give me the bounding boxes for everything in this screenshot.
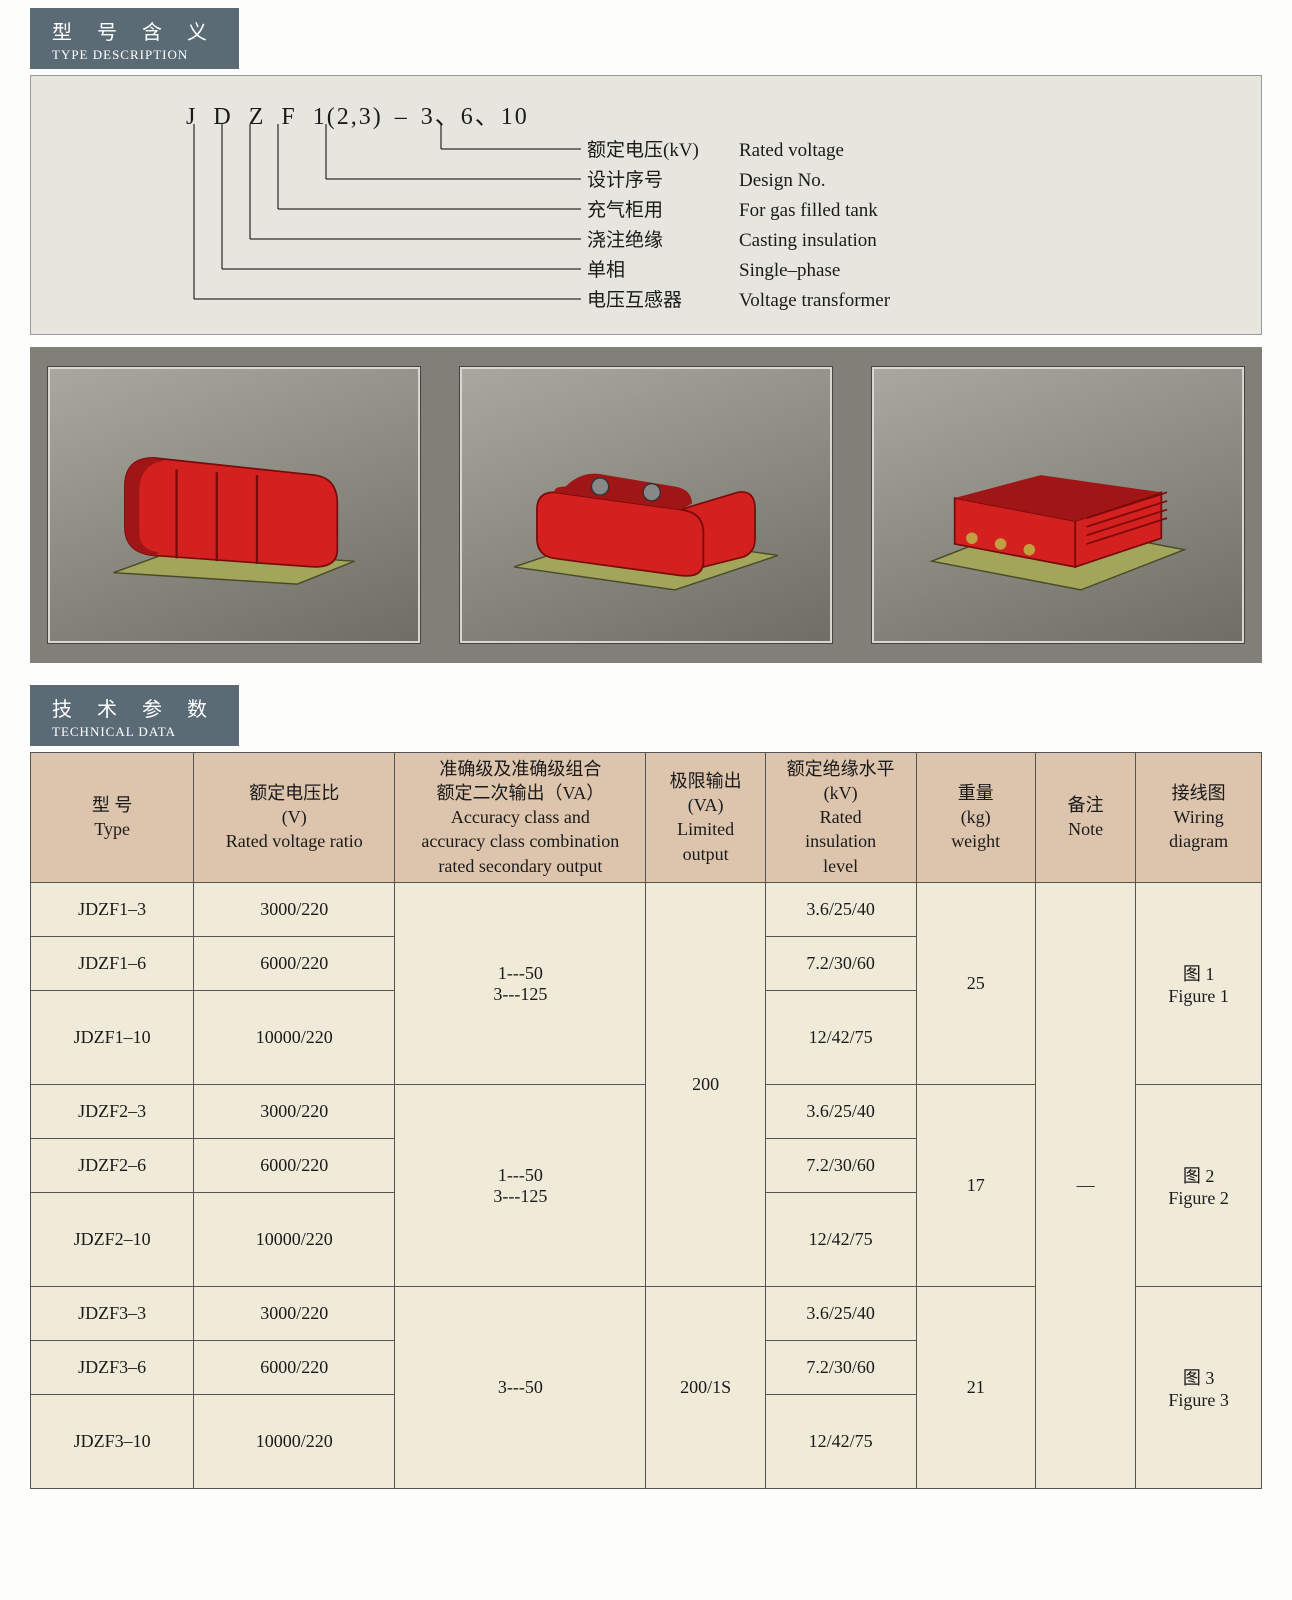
tech-header-en: TECHNICAL DATA [52, 724, 217, 740]
type-desc-header-en: TYPE DESCRIPTION [52, 47, 217, 63]
legend-row: 额定电压(kV)Rated voltage [587, 136, 890, 166]
limited-cell: 200 [646, 883, 765, 1287]
weight-cell: 17 [916, 1085, 1035, 1287]
th-limited: 极限输出 (VA) Limited output [646, 752, 765, 882]
product-photo-3 [872, 367, 1244, 643]
legend-row: 浇注绝缘Casting insulation [587, 226, 890, 256]
wiring-cell: 图 1 Figure 1 [1136, 883, 1262, 1085]
table-body: JDZF1–3 3000/220 1---50 3---125 200 3.6/… [31, 883, 1262, 1489]
limited-cell: 200/1S [646, 1287, 765, 1489]
tech-header-cn: 技 术 参 数 [52, 693, 217, 722]
table-row: JDZF1–3 3000/220 1---50 3---125 200 3.6/… [31, 883, 1262, 937]
weight-cell: 21 [916, 1287, 1035, 1489]
note-cell: — [1035, 883, 1135, 1489]
type-description-box: J D Z F 1(2,3) – 3、6、10 额定电压(kV)Rated vo… [30, 75, 1262, 335]
table-header-row: 型 号 Type 额定电压比 (V) Rated voltage ratio 准… [31, 752, 1262, 882]
accuracy-cell: 1---50 3---125 [395, 883, 646, 1085]
th-ratio: 额定电压比 (V) Rated voltage ratio [194, 752, 395, 882]
legend-row: 单相Single–phase [587, 256, 890, 286]
product-photo-strip [30, 347, 1262, 663]
wiring-cell: 图 2 Figure 2 [1136, 1085, 1262, 1287]
type-legend: 额定电压(kV)Rated voltage 设计序号Design No. 充气柜… [587, 136, 890, 316]
product-photo-1 [48, 367, 420, 643]
product-render-1 [90, 435, 377, 607]
th-weight: 重量 (kg) weight [916, 752, 1035, 882]
product-render-2 [502, 435, 789, 607]
product-render-3 [914, 435, 1201, 607]
th-note: 备注 Note [1035, 752, 1135, 882]
th-accuracy: 准确级及准确级组合 额定二次输出（VA） Accuracy class and … [395, 752, 646, 882]
type-desc-header-cn: 型 号 含 义 [52, 16, 217, 45]
type-description-header: 型 号 含 义 TYPE DESCRIPTION [30, 8, 239, 69]
th-wiring: 接线图 Wiring diagram [1136, 752, 1262, 882]
product-photo-2 [460, 367, 832, 643]
legend-row: 充气柜用For gas filled tank [587, 196, 890, 226]
wiring-cell: 图 3 Figure 3 [1136, 1287, 1262, 1489]
weight-cell: 25 [916, 883, 1035, 1085]
technical-data-table: 型 号 Type 额定电压比 (V) Rated voltage ratio 准… [30, 752, 1262, 1489]
accuracy-cell: 3---50 [395, 1287, 646, 1489]
th-insulation: 额定绝缘水平 (kV) Rated insulation level [765, 752, 916, 882]
accuracy-cell: 1---50 3---125 [395, 1085, 646, 1287]
legend-row: 电压互感器Voltage transformer [587, 286, 890, 316]
technical-data-header: 技 术 参 数 TECHNICAL DATA [30, 685, 239, 746]
th-type: 型 号 Type [31, 752, 194, 882]
legend-row: 设计序号Design No. [587, 166, 890, 196]
